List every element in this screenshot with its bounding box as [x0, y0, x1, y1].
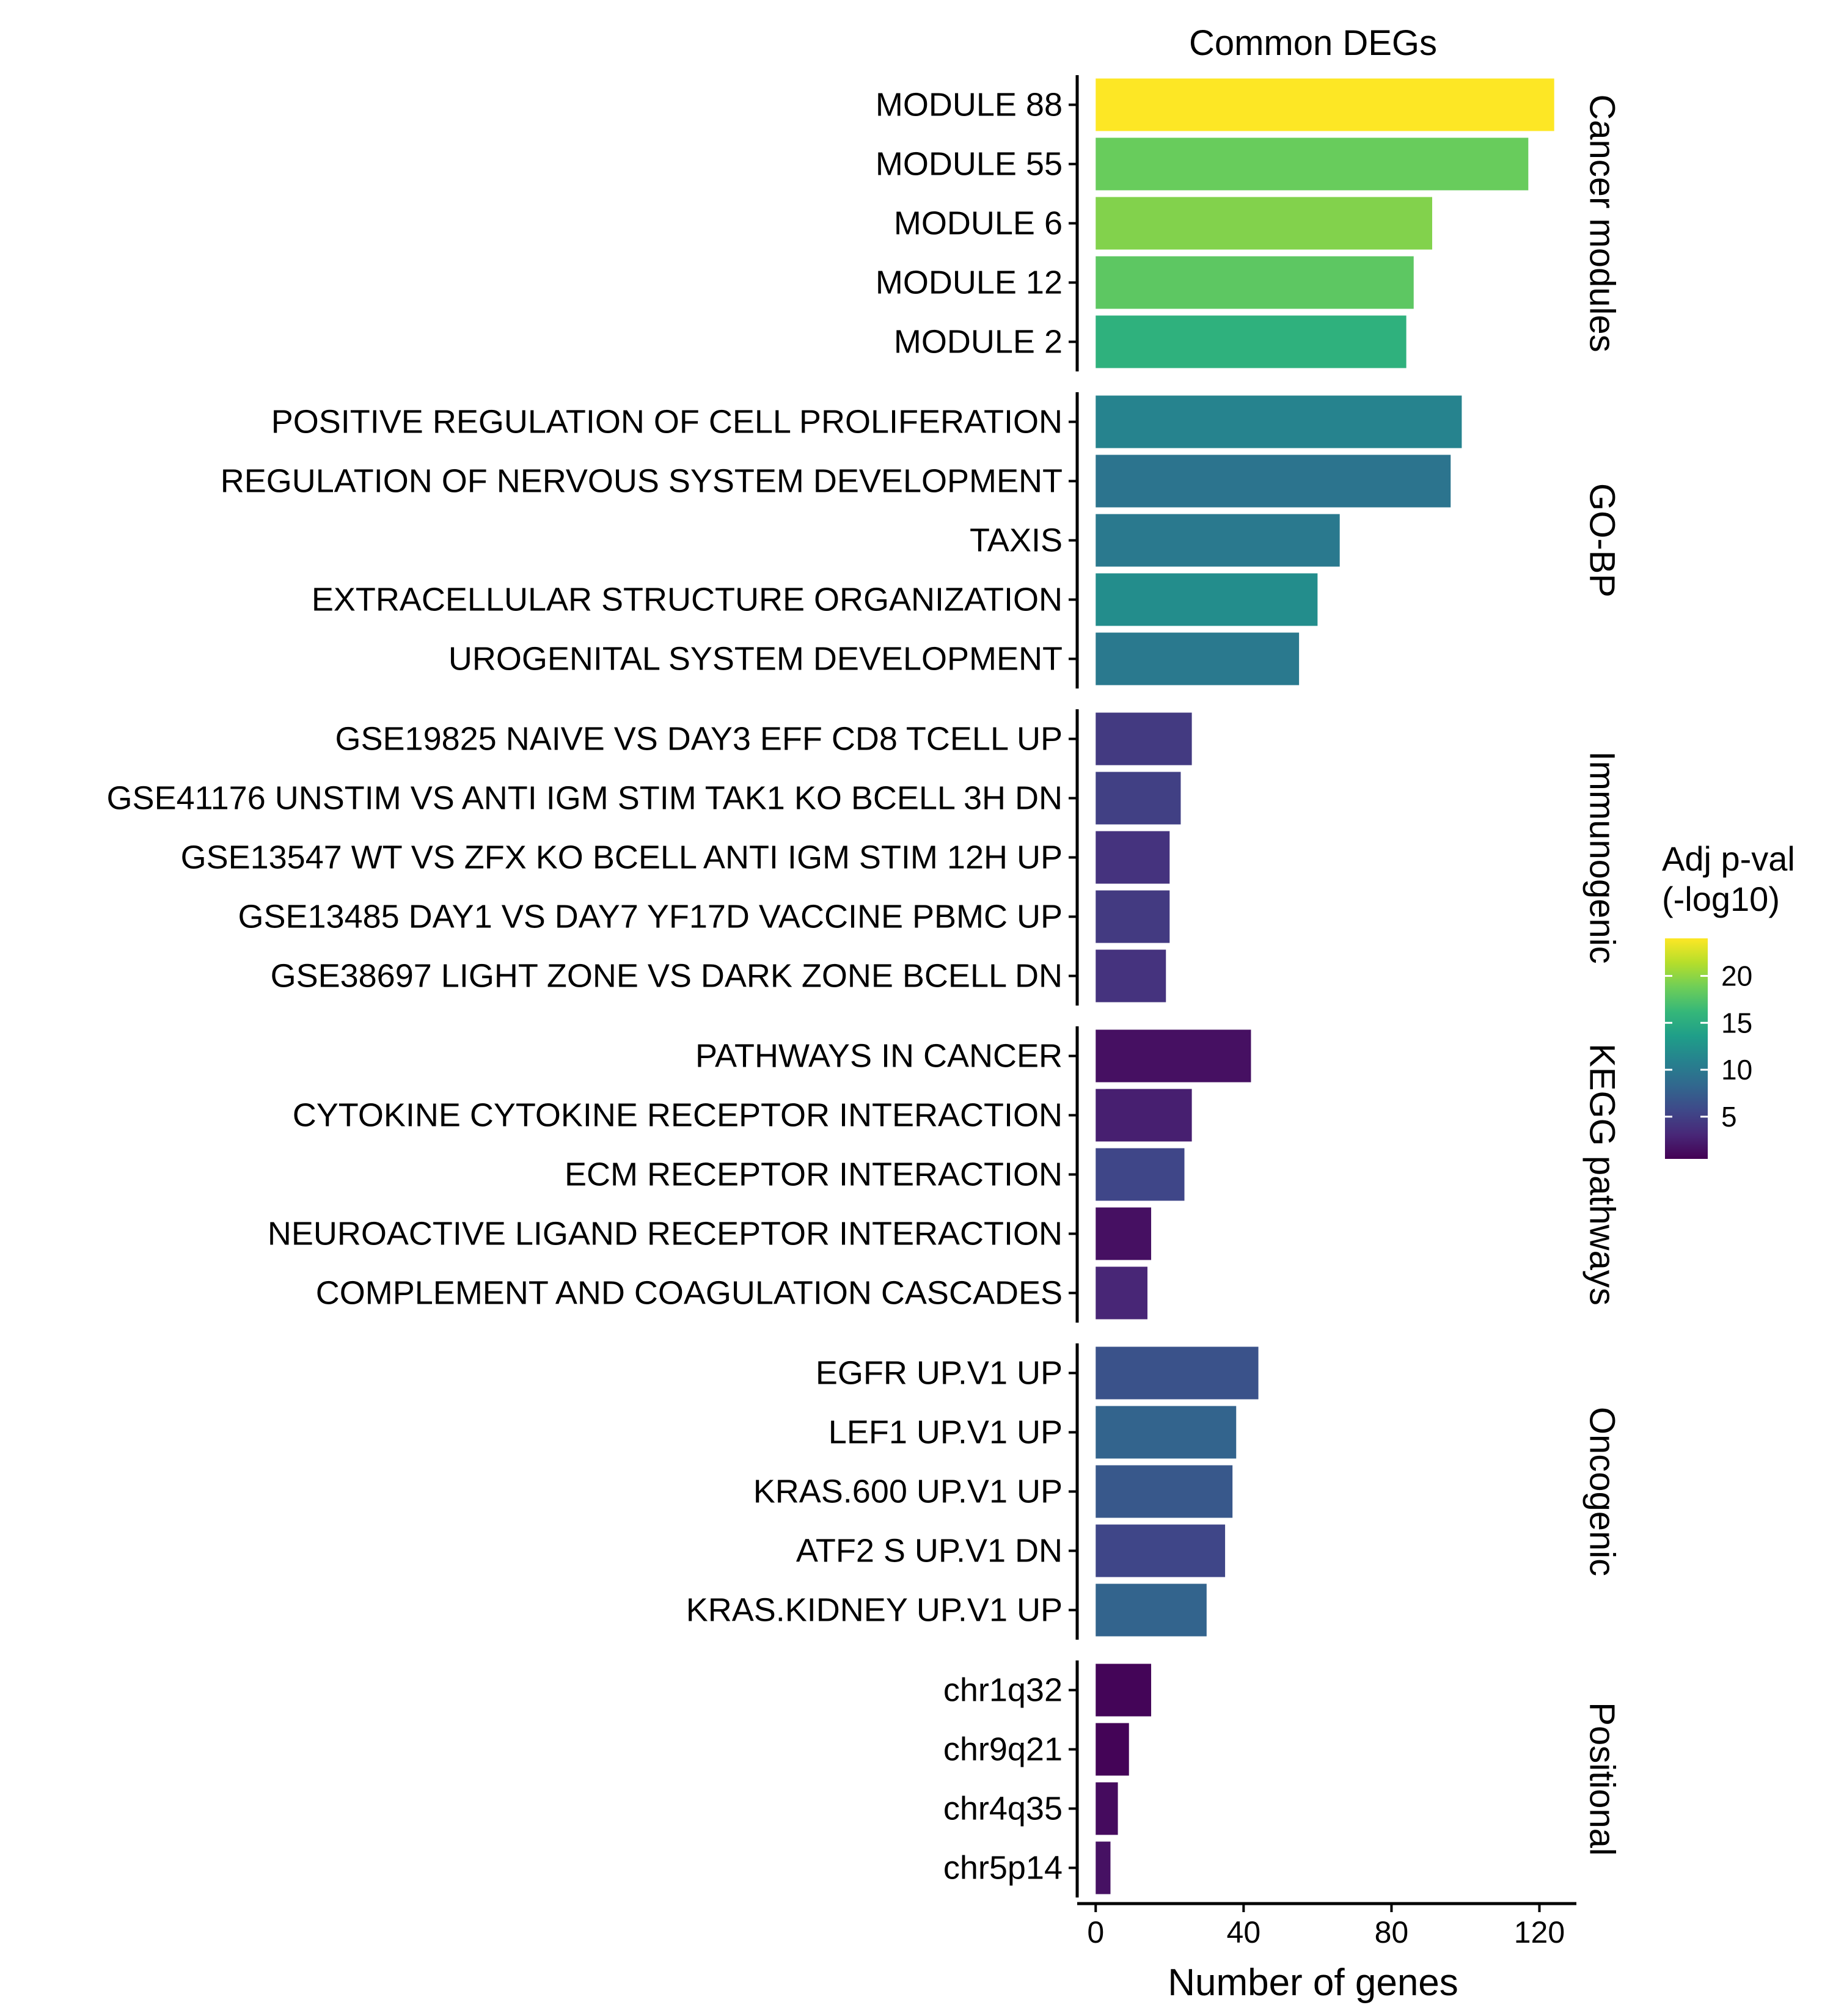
chart-title: Common DEGs — [1189, 23, 1437, 63]
y-tick-label: GSE13547 WT VS ZFX KO BCELL ANTI IGM STI… — [181, 839, 1063, 876]
bar — [1096, 1465, 1233, 1518]
y-tick-label: GSE19825 NAIVE VS DAY3 EFF CD8 TCELL UP — [335, 721, 1063, 758]
facet-label: Cancer modules — [1582, 94, 1622, 352]
bar — [1096, 455, 1451, 508]
y-tick-label: ATF2 S UP.V1 DN — [796, 1533, 1063, 1569]
facet-panel: GSE19825 NAIVE VS DAY3 EFF CD8 TCELL UP G… — [107, 709, 1622, 1006]
y-tick-label: MODULE 2 — [894, 324, 1063, 360]
bar — [1096, 315, 1407, 368]
bar — [1096, 949, 1166, 1003]
bar — [1096, 632, 1300, 685]
bar — [1096, 1029, 1251, 1083]
y-tick-label: POSITIVE REGULATION OF CELL PROLIFERATIO… — [271, 404, 1063, 440]
bar — [1096, 78, 1554, 131]
y-tick-label: EXTRACELLULAR STRUCTURE ORGANIZATION — [312, 582, 1063, 618]
legend-tick-label: 15 — [1721, 1007, 1752, 1039]
bar — [1096, 137, 1529, 191]
bar — [1096, 1841, 1111, 1894]
bar — [1096, 1583, 1207, 1637]
bar — [1096, 1148, 1185, 1201]
x-axis-title: Number of genes — [1168, 1962, 1458, 2004]
y-tick-label: MODULE 6 — [894, 205, 1063, 242]
bar — [1096, 1664, 1152, 1717]
bar — [1096, 1266, 1147, 1320]
y-tick-label: GSE38697 LIGHT ZONE VS DARK ZONE BCELL D… — [271, 958, 1063, 995]
bar — [1096, 395, 1462, 448]
y-tick-label: MODULE 55 — [876, 146, 1063, 183]
y-tick-label: chr5p14 — [943, 1850, 1063, 1886]
facet-panels: MODULE 88 MODULE 55 MODULE 6 MODULE 12 MODUL… — [107, 75, 1622, 1897]
facet-label: KEGG pathways — [1582, 1043, 1622, 1306]
y-tick-label: LEF1 UP.V1 UP — [829, 1414, 1063, 1451]
bar — [1096, 256, 1414, 309]
bar — [1096, 573, 1318, 626]
x-tick-label: 40 — [1227, 1915, 1261, 1949]
bar — [1096, 197, 1432, 250]
bar — [1096, 890, 1170, 943]
bar — [1096, 1089, 1192, 1142]
y-tick-label: EGFR UP.V1 UP — [816, 1355, 1063, 1392]
facet-panel: PATHWAYS IN CANCER CYTOKINE CYTOKINE RECE… — [268, 1026, 1622, 1323]
bar — [1096, 712, 1192, 765]
legend-tick-label: 5 — [1721, 1101, 1737, 1133]
facet-panel: EGFR UP.V1 UP LEF1 UP.V1 UP KRAS.600 UP.V1… — [686, 1343, 1622, 1640]
bar — [1096, 1524, 1226, 1577]
y-tick-label: chr9q21 — [943, 1731, 1063, 1768]
legend-title: (-log10) — [1662, 880, 1780, 918]
bar — [1096, 831, 1170, 884]
color-legend: Adj p-val(-log10) 5 10 15 20 — [1662, 839, 1795, 1159]
facet-panel: POSITIVE REGULATION OF CELL PROLIFERATIO… — [221, 392, 1622, 688]
y-tick-label: TAXIS — [970, 522, 1063, 559]
facet-label: GO-BP — [1582, 483, 1622, 597]
y-tick-label: MODULE 88 — [876, 87, 1063, 123]
bar — [1096, 1782, 1118, 1835]
legend-title: Adj p-val — [1662, 839, 1795, 878]
y-tick-label: GSE13485 DAY1 VS DAY7 YF17D VACCINE PBMC… — [238, 899, 1063, 935]
bar — [1096, 1346, 1259, 1400]
y-tick-label: ECM RECEPTOR INTERACTION — [565, 1156, 1063, 1193]
y-tick-label: PATHWAYS IN CANCER — [695, 1038, 1063, 1075]
facet-panel: chr1q32 chr9q21 chr4q35 chr5p14 Positional — [943, 1660, 1622, 1897]
bar — [1096, 772, 1181, 825]
y-tick-label: GSE41176 UNSTIM VS ANTI IGM STIM TAK1 KO… — [107, 780, 1063, 817]
bar — [1096, 1406, 1237, 1459]
y-tick-label: UROGENITAL SYSTEM DEVELOPMENT — [448, 641, 1063, 677]
bar — [1096, 514, 1340, 567]
colorbar — [1665, 938, 1708, 1159]
y-tick-label: MODULE 12 — [876, 265, 1063, 301]
legend-tick-label: 10 — [1721, 1054, 1752, 1086]
y-tick-label: NEUROACTIVE LIGAND RECEPTOR INTERACTION — [268, 1216, 1063, 1252]
facet-label: Immunogenic — [1582, 751, 1622, 963]
x-tick-label: 120 — [1514, 1915, 1565, 1949]
bar — [1096, 1723, 1129, 1776]
x-axis: 0 40 80 120 — [1077, 1902, 1576, 1949]
y-tick-label: KRAS.KIDNEY UP.V1 UP — [686, 1592, 1063, 1629]
facet-label: Oncogenic — [1582, 1407, 1622, 1576]
y-tick-label: KRAS.600 UP.V1 UP — [753, 1474, 1063, 1510]
y-tick-label: CYTOKINE CYTOKINE RECEPTOR INTERACTION — [293, 1097, 1063, 1134]
x-tick-label: 80 — [1375, 1915, 1409, 1949]
bar — [1096, 1207, 1152, 1260]
facet-label: Positional — [1582, 1702, 1622, 1855]
facet-panel: MODULE 88 MODULE 55 MODULE 6 MODULE 12 MODUL… — [876, 75, 1622, 371]
y-tick-label: REGULATION OF NERVOUS SYSTEM DEVELOPMENT — [221, 463, 1063, 500]
y-tick-label: chr4q35 — [943, 1791, 1063, 1827]
legend-tick-label: 20 — [1721, 960, 1752, 992]
x-tick-label: 0 — [1087, 1915, 1104, 1949]
y-tick-label: chr1q32 — [943, 1672, 1063, 1709]
y-tick-label: COMPLEMENT AND COAGULATION CASCADES — [316, 1275, 1063, 1312]
